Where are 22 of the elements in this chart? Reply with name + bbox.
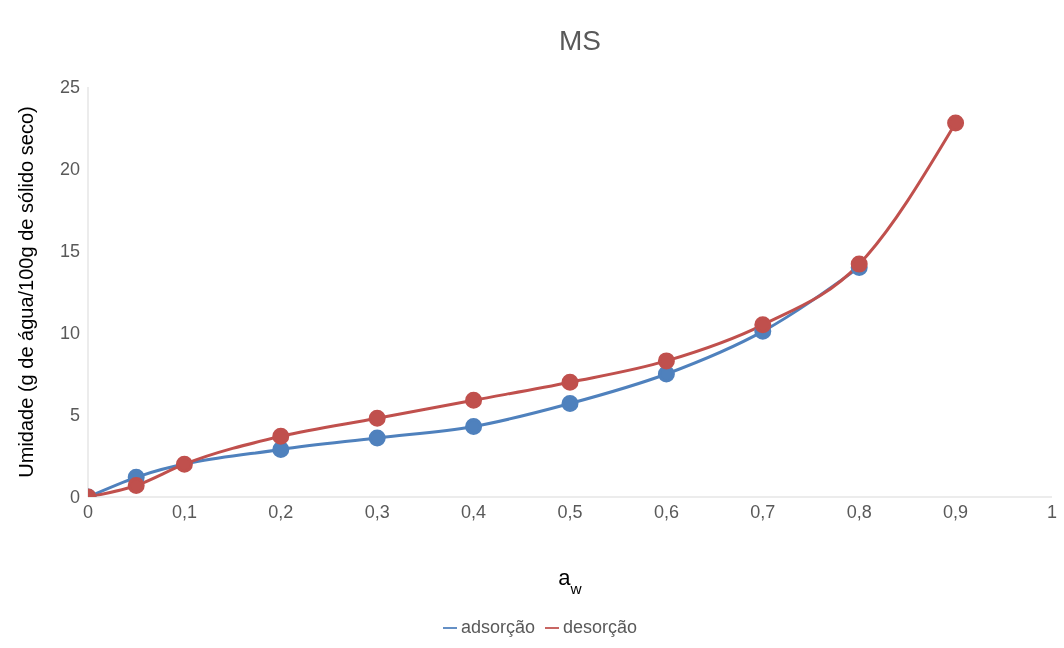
chart-title: MS xyxy=(559,25,601,56)
y-tick-label: 20 xyxy=(59,159,80,180)
x-tick-label: 0 xyxy=(82,501,94,522)
x-axis-title: a$_{w}$ xyxy=(558,565,583,597)
x-tick-label: 0,1 xyxy=(171,501,197,522)
y-axis-title: Umidade (g de água/100g de sólido seco) xyxy=(15,106,37,478)
x-tick-label: 0,9 xyxy=(943,501,969,522)
legend-label: desorção xyxy=(563,617,638,637)
x-tick-label: 0,3 xyxy=(364,501,390,522)
x-tick-label: 1 xyxy=(1046,501,1058,522)
x-tick-label: 0,2 xyxy=(268,501,294,522)
x-tick-label: 0,8 xyxy=(846,501,872,522)
y-tick-label: 0 xyxy=(69,487,80,508)
y-tick-label: 10 xyxy=(59,323,80,344)
y-tick-label: 25 xyxy=(59,77,80,98)
x-tick-label: 0,6 xyxy=(653,501,679,522)
y-tick-label: 15 xyxy=(59,241,80,262)
y-tick-label: 5 xyxy=(69,405,80,426)
legend-label: adsorção xyxy=(460,617,535,637)
x-tick-label: 0,4 xyxy=(461,501,487,522)
x-tick-label: 0,5 xyxy=(557,501,583,522)
x-tick-label: 0,7 xyxy=(750,501,776,522)
